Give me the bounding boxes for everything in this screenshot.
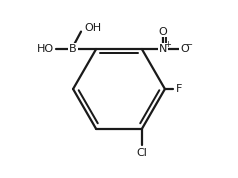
Text: −: −: [185, 40, 193, 49]
Text: +: +: [164, 40, 171, 49]
Text: OH: OH: [84, 23, 102, 33]
Text: B: B: [69, 44, 77, 54]
Text: O: O: [159, 27, 168, 36]
Text: F: F: [175, 84, 182, 94]
Text: O: O: [180, 44, 189, 54]
Text: HO: HO: [36, 44, 54, 54]
Text: Cl: Cl: [137, 148, 147, 158]
Text: N: N: [159, 44, 167, 54]
